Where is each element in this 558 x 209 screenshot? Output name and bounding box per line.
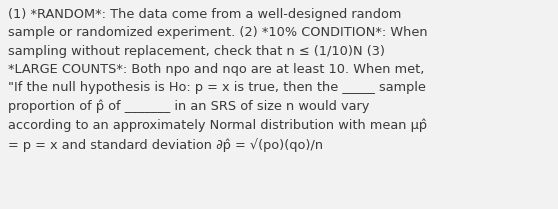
Text: (1) *RANDOM*: The data come from a well-designed random
sample or randomized exp: (1) *RANDOM*: The data come from a well-…	[8, 8, 427, 152]
